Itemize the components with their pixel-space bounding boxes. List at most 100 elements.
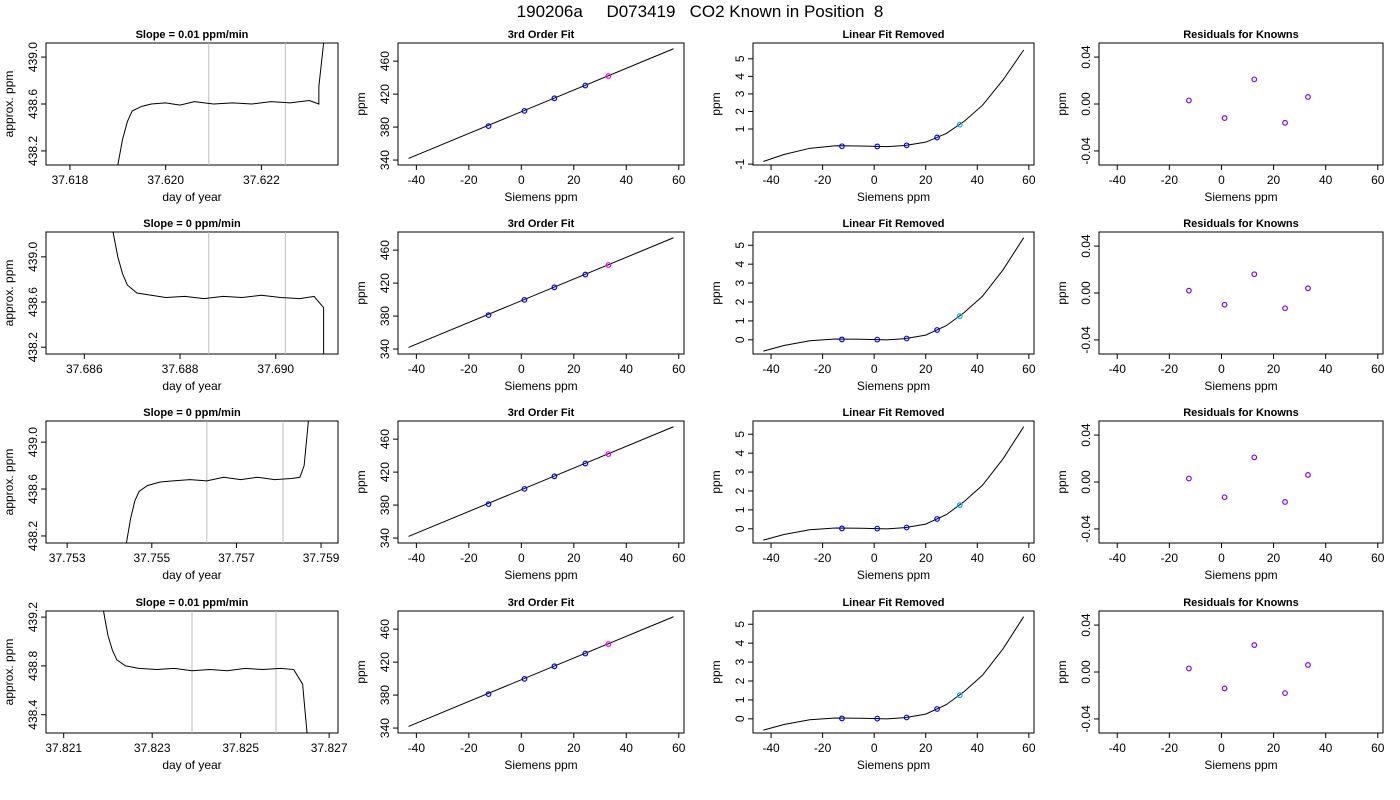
data-point [1185, 475, 1192, 482]
x-tick-label: 0 [871, 362, 878, 376]
x-tick-label: -40 [408, 362, 426, 376]
x-tick-label: 20 [919, 551, 933, 565]
x-tick-label: 40 [1319, 741, 1333, 755]
x-tick-label: -20 [460, 741, 478, 755]
x-tick-label: -40 [1109, 551, 1127, 565]
plot-area [103, 611, 308, 733]
panel-1-3: Linear Fit Removed -40 -20 0 20 40 60 -1 1 2 3 4 5 Si… [709, 29, 1036, 204]
plot-area [763, 616, 1025, 731]
plot-frame [45, 231, 339, 355]
data-point [956, 692, 963, 699]
panel-title: 3rd Order Fit [508, 597, 575, 609]
x-tick-label: 40 [620, 741, 634, 755]
y-tick-label: 4 [733, 73, 747, 80]
plot-area [408, 48, 674, 159]
y-tick-label: 0.00 [1079, 281, 1093, 305]
y-tick-label: 1 [733, 125, 747, 132]
y-tick-label: 439.0 [26, 427, 40, 457]
data-point [1305, 94, 1311, 100]
panel-title: Slope = 0 ppm/min [143, 218, 241, 230]
data-point [485, 123, 492, 129]
x-tick-label: 60 [672, 362, 686, 376]
y-tick-label: 3 [733, 468, 747, 475]
panel-title: Linear Fit Removed [842, 29, 944, 41]
panel-4-3: Linear Fit Removed -40 -20 0 20 40 60 0 1 2 3 4 5 Sie… [709, 597, 1036, 772]
x-tick-label: 40 [620, 173, 634, 187]
y-axis-label: ppm [1055, 660, 1069, 683]
data-point [1221, 301, 1228, 308]
panel-2-4: Residuals for Knowns -40 -20 0 20 40 60 -0.04 0.… [1055, 218, 1385, 393]
plot-frame [45, 42, 339, 166]
x-tick-label: 37.759 [303, 551, 340, 565]
panel-3-1: Slope = 0 ppm/min 37.753 37.755 37.757 37.75… [2, 407, 340, 582]
x-axis-label: Siemens ppm [857, 190, 930, 204]
x-tick-label: 0 [871, 173, 878, 187]
plot-area [408, 616, 674, 727]
x-tick-label: 0 [518, 173, 525, 187]
data-point [605, 262, 612, 268]
panel-2-2: 3rd Order Fit -40 -20 0 20 40 60 340 380 420 460 Si… [354, 218, 686, 393]
panel-title: Linear Fit Removed [842, 218, 944, 230]
plot-frame [1098, 610, 1384, 734]
y-axis-label: approx. ppm [2, 639, 16, 706]
x-tick-label: 37.821 [45, 741, 82, 755]
data-point [582, 82, 589, 89]
y-tick-label: 438.4 [26, 699, 40, 729]
data-series-line [112, 232, 325, 354]
y-tick-label: 2 [733, 677, 747, 684]
data-point [1251, 642, 1258, 648]
x-tick-label: -20 [1161, 741, 1179, 755]
plot-area [125, 421, 309, 543]
data-point [521, 485, 528, 492]
x-tick-label: 0 [518, 362, 525, 376]
data-point [1282, 119, 1288, 126]
x-tick-label: 40 [971, 362, 985, 376]
panel-title: Residuals for Knowns [1183, 218, 1299, 230]
y-tick-label: 0.04 [1079, 423, 1093, 447]
x-tick-label: 40 [971, 741, 985, 755]
panel-2-1: Slope = 0 ppm/min 37.686 37.688 37.690 438.2… [2, 218, 339, 393]
y-axis-label: ppm [1055, 470, 1069, 493]
y-axis-label: ppm [354, 470, 368, 493]
fit-line [408, 616, 674, 727]
x-tick-label: -20 [1161, 362, 1179, 376]
x-tick-label: 37.757 [218, 551, 255, 565]
plot-frame [752, 42, 1035, 166]
y-tick-label: 0.00 [1079, 660, 1093, 684]
x-tick-label: 20 [919, 741, 933, 755]
x-tick-label: 37.686 [66, 362, 103, 376]
data-point [934, 516, 940, 522]
fit-curve [763, 616, 1025, 731]
panel-title: Residuals for Knowns [1183, 407, 1299, 419]
x-tick-label: 20 [567, 173, 581, 187]
x-axis-label: day of year [162, 190, 221, 204]
panel-4-1: Slope = 0.01 ppm/min 37.821 37.823 37.825 37… [2, 597, 348, 772]
plot-frame [397, 42, 685, 166]
x-tick-label: 37.622 [243, 173, 280, 187]
plot-area [763, 237, 1025, 352]
data-point [605, 73, 612, 79]
data-series-line [125, 421, 309, 543]
data-point [1251, 271, 1258, 278]
x-tick-label: 37.827 [311, 741, 348, 755]
y-tick-label: 420 [378, 652, 392, 672]
x-axis-label: Siemens ppm [1204, 379, 1277, 393]
x-axis-label: Siemens ppm [504, 568, 577, 582]
x-axis-label: Siemens ppm [857, 758, 930, 772]
panel-title: Slope = 0.01 ppm/min [136, 597, 249, 609]
x-tick-label: -20 [814, 173, 832, 187]
plot-area [763, 49, 1025, 162]
y-tick-label: 3 [733, 90, 747, 97]
plot-frame [752, 231, 1035, 355]
x-tick-label: -40 [762, 741, 780, 755]
plot-frame [45, 420, 339, 544]
x-tick-label: 0 [518, 551, 525, 565]
panel-4-2: 3rd Order Fit -40 -20 0 20 40 60 340 380 420 460 Si… [354, 597, 686, 772]
fit-line [408, 237, 674, 348]
y-axis-label: ppm [709, 470, 723, 493]
x-tick-label: -20 [814, 362, 832, 376]
data-point [1185, 665, 1192, 672]
x-tick-label: 40 [620, 551, 634, 565]
y-tick-label: 460 [378, 240, 392, 260]
y-tick-label: 340 [378, 528, 392, 548]
